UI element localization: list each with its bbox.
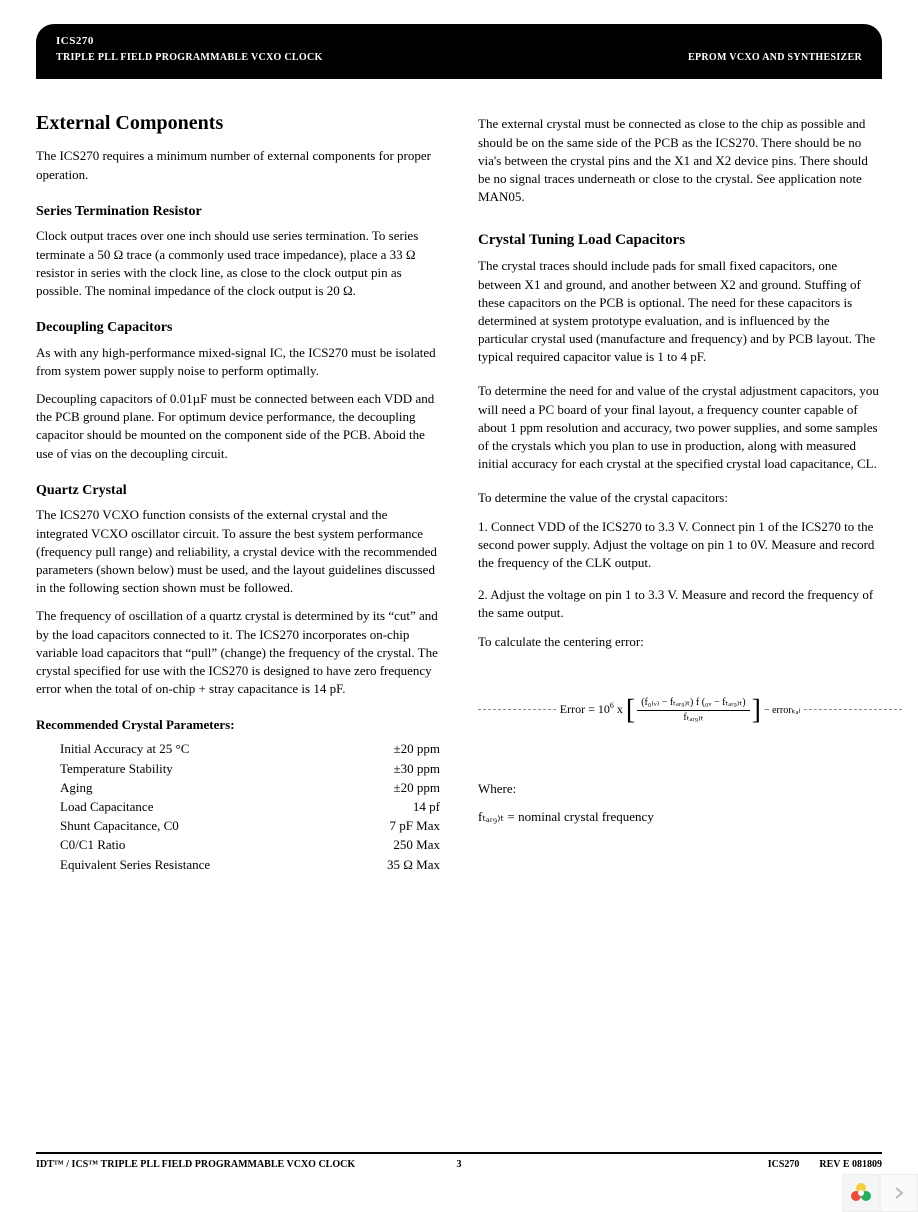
- error-formula: Error = 106 x [ (f₀₍ᵥ₎ − fₜₐᵣ₉₎ₜ) f (₀ᵥ …: [478, 691, 882, 730]
- quartz-body-1: The ICS270 VCXO function consists of the…: [36, 506, 440, 597]
- header-subtitle: TRIPLE PLL FIELD PROGRAMMABLE VCXO CLOCK: [56, 51, 323, 65]
- footer-left: IDT™ / ICS™ TRIPLE PLL FIELD PROGRAMMABL…: [36, 1158, 355, 1172]
- param-label: C0/C1 Ratio: [60, 836, 125, 854]
- footer: IDT™ / ICS™ TRIPLE PLL FIELD PROGRAMMABL…: [36, 1152, 882, 1172]
- param-value: 35 Ω Max: [387, 856, 440, 874]
- table-row: Equivalent Series Resistance 35 Ω Max: [60, 856, 440, 874]
- tuning-body-3: To determine the value of the crystal ca…: [478, 489, 882, 507]
- chevron-right-icon[interactable]: [880, 1174, 918, 1212]
- table-row: Initial Accuracy at 25 °C ±20 ppm: [60, 740, 440, 758]
- tuning-step-2: 2. Adjust the voltage on pin 1 to 3.3 V.…: [478, 586, 882, 622]
- param-value: ±20 ppm: [394, 740, 441, 758]
- table-row: C0/C1 Ratio 250 Max: [60, 836, 440, 854]
- series-termination-body: Clock output traces over one inch should…: [36, 227, 440, 300]
- tuning-body-2: To determine the need for and value of t…: [478, 382, 882, 473]
- formula-denominator: fₜₐᵣ₉₎ₜ: [637, 711, 749, 725]
- formula-sup: 6: [610, 701, 614, 710]
- footer-right: ICS270 REV E 081809: [768, 1158, 882, 1172]
- decoupling-body-2: Decoupling capacitors of 0.01µF must be …: [36, 390, 440, 463]
- intro-paragraph: The ICS270 requires a minimum number of …: [36, 147, 440, 183]
- crystal-proximity-paragraph: The external crystal must be connected a…: [478, 115, 882, 206]
- param-label: Temperature Stability: [60, 760, 173, 778]
- tuning-load-capacitors-title: Crystal Tuning Load Capacitors: [478, 230, 882, 251]
- formula-prefix: Error = 10: [560, 702, 610, 716]
- param-value: 7 pF Max: [389, 817, 440, 835]
- tuning-body-1: The crystal traces should include pads f…: [478, 257, 882, 366]
- decoupling-title: Decoupling Capacitors: [36, 318, 440, 338]
- table-row: Aging ±20 ppm: [60, 779, 440, 797]
- param-value: ±30 ppm: [394, 760, 441, 778]
- param-label: Equivalent Series Resistance: [60, 856, 210, 874]
- left-column: External Components The ICS270 requires …: [36, 109, 440, 874]
- quartz-crystal-title: Quartz Crystal: [36, 481, 440, 501]
- header-left: ICS270 TRIPLE PLL FIELD PROGRAMMABLE VCX…: [56, 34, 323, 65]
- content-columns: External Components The ICS270 requires …: [36, 109, 882, 874]
- footer-page-number: 3: [457, 1158, 462, 1172]
- series-termination-title: Series Termination Resistor: [36, 202, 440, 222]
- bottom-widget: [842, 1174, 918, 1212]
- param-label: Aging: [60, 779, 93, 797]
- table-row: Temperature Stability ±30 ppm: [60, 760, 440, 778]
- param-value: 14 pf: [413, 798, 440, 816]
- footer-revision: REV E 081809: [819, 1158, 882, 1172]
- where-label: Where:: [478, 780, 882, 798]
- formula-fraction: (f₀₍ᵥ₎ − fₜₐᵣ₉₎ₜ) f (₀ᵥ − fₜₐᵣ₉₎ₜ) fₜₐᵣ₉…: [637, 696, 749, 725]
- params-title: Recommended Crystal Parameters:: [36, 716, 440, 734]
- formula-x: x: [617, 702, 623, 716]
- quartz-body-2: The frequency of oscillation of a quartz…: [36, 607, 440, 698]
- tuning-step-1: 1. Connect VDD of the ICS270 to 3.3 V. C…: [478, 518, 882, 573]
- footer-product-code: ICS270: [768, 1158, 800, 1172]
- header-right-label: EPROM VCXO AND SYNTHESIZER: [688, 51, 862, 65]
- param-value: ±20 ppm: [394, 779, 441, 797]
- header-product-code: ICS270: [56, 34, 323, 49]
- params-table: Initial Accuracy at 25 °C ±20 ppm Temper…: [60, 740, 440, 873]
- param-label: Initial Accuracy at 25 °C: [60, 740, 189, 758]
- header-bar: ICS270 TRIPLE PLL FIELD PROGRAMMABLE VCX…: [36, 24, 882, 79]
- decoupling-body-1: As with any high-performance mixed-signa…: [36, 344, 440, 380]
- where-definition: fₜₐᵣ₉₎ₜ = nominal crystal frequency: [478, 808, 882, 826]
- formula-suffix: − errorₖₐₗ: [764, 705, 800, 716]
- param-label: Shunt Capacitance, C0: [60, 817, 179, 835]
- tuning-body-6: To calculate the centering error:: [478, 633, 882, 651]
- table-row: Load Capacitance 14 pf: [60, 798, 440, 816]
- bracket-right: ]: [752, 695, 761, 726]
- param-label: Load Capacitance: [60, 798, 153, 816]
- param-value: 250 Max: [393, 836, 440, 854]
- flower-icon[interactable]: [842, 1174, 880, 1212]
- bracket-left: [: [626, 695, 635, 726]
- formula-numerator: (f₀₍ᵥ₎ − fₜₐᵣ₉₎ₜ) f (₀ᵥ − fₜₐᵣ₉₎ₜ): [637, 696, 749, 711]
- right-column: The external crystal must be connected a…: [478, 109, 882, 874]
- external-components-title: External Components: [36, 109, 440, 137]
- table-row: Shunt Capacitance, C0 7 pF Max: [60, 817, 440, 835]
